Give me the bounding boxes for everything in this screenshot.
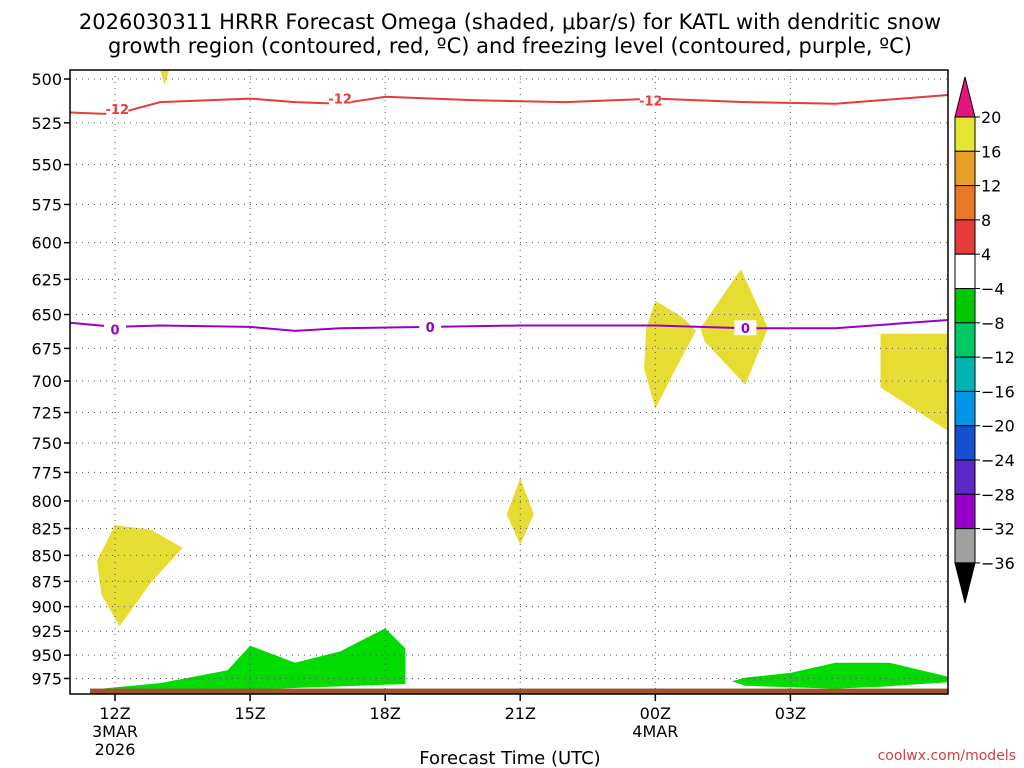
colorbar-label: −12 (981, 348, 1015, 367)
y-tick-label: 675 (31, 339, 62, 358)
x-tick-sublabel: 3MAR (92, 722, 138, 741)
colorbar-label: 20 (981, 108, 1001, 127)
y-tick-label: 725 (31, 404, 62, 423)
x-tick-sublabel: 4MAR (632, 722, 678, 741)
colorbar-label: −4 (981, 280, 1005, 299)
colorbar-label: 12 (981, 177, 1001, 196)
colorbar-label: −32 (981, 520, 1015, 539)
colorbar-label: 16 (981, 142, 1001, 161)
colorbar-label: −24 (981, 451, 1015, 470)
colorbar-swatch (954, 425, 976, 461)
x-tick-label: 12Z (99, 704, 130, 723)
x-tick-label: 03Z (775, 704, 806, 723)
colorbar-swatch (954, 356, 976, 392)
x-tick-label: 15Z (234, 704, 265, 723)
colorbar-swatch (954, 493, 976, 530)
y-tick-label: 650 (31, 306, 62, 325)
y-tick-label: 975 (31, 669, 62, 688)
y-tick-label: 525 (31, 114, 62, 133)
credit-text: coolwx.com/models (878, 748, 1016, 764)
colorbar-label: −20 (981, 417, 1015, 436)
contour-label: 0 (426, 321, 435, 336)
y-tick-label: 825 (31, 520, 62, 539)
contour-label: -12 (328, 93, 352, 108)
contour-label: 0 (741, 322, 750, 337)
y-tick-label: 500 (31, 70, 62, 89)
y-tick-label: 700 (31, 372, 62, 391)
x-tick-sublabel: 2026 (95, 740, 136, 759)
shaded-region-1 (97, 525, 183, 627)
contour-label: -12 (106, 103, 130, 118)
contour-label: 0 (111, 324, 120, 339)
x-axis-label: Forecast Time (UTC) (419, 748, 600, 768)
colorbar-label: −36 (981, 554, 1015, 573)
colorbar-label: 4 (981, 245, 991, 264)
y-tick-label: 625 (31, 270, 62, 289)
shaded-region-0 (160, 70, 170, 85)
x-tick-label: 00Z (640, 704, 671, 723)
colorbar-swatch (954, 116, 976, 152)
y-tick-label: 550 (31, 156, 62, 175)
x-tick-label: 21Z (505, 704, 536, 723)
shaded-region-3 (644, 300, 696, 409)
x-tick-label: 18Z (370, 704, 401, 723)
y-tick-label: 750 (31, 434, 62, 453)
ground-strip (90, 688, 949, 694)
colorbar-bottom-arrow (954, 562, 976, 604)
colorbar-label: −16 (981, 382, 1015, 401)
plot-frame (69, 69, 949, 695)
contour-label-bg (734, 320, 757, 336)
y-tick-label: 575 (31, 195, 62, 214)
colorbar-label: −8 (981, 314, 1005, 333)
contour-line-1 (69, 319, 949, 332)
colorbar-swatch (954, 185, 976, 221)
colorbar-swatch (954, 150, 976, 187)
chart-title-line1: 2026030311 HRRR Forecast Omega (shaded, … (79, 10, 941, 34)
contour-label: -12 (639, 94, 663, 109)
colorbar-swatch (954, 390, 976, 427)
colorbar-top-arrow (954, 76, 976, 118)
colorbar-swatch (954, 288, 976, 324)
y-tick-label: 775 (31, 463, 62, 482)
y-tick-label: 950 (31, 646, 62, 665)
y-tick-label: 875 (31, 572, 62, 591)
colorbar-label: 8 (981, 211, 991, 230)
y-tick-label: 850 (31, 546, 62, 565)
y-tick-label: 925 (31, 622, 62, 641)
contour-label-bg (419, 318, 442, 334)
plot-area: -12 -12 -12 0 0 0 500 525 550 575 600 625 650 675 700 7… (31, 69, 949, 759)
colorbar-swatch (954, 322, 976, 358)
colorbar: 20 16 12 8 4 −4 −8 −12 −16 −20 −24 −28 −32 −36 (954, 76, 1015, 604)
y-tick-label: 900 (31, 598, 62, 617)
y-tick-label: 600 (31, 234, 62, 253)
contour-label-bg (106, 101, 129, 117)
contour-label-bg (329, 90, 352, 106)
shaded-region-7 (731, 662, 948, 689)
chart-title-line2: growth region (contoured, red, ºC) and f… (108, 34, 912, 58)
colorbar-swatch (954, 253, 976, 289)
contour-line-0 (69, 94, 949, 116)
shaded-region-5 (880, 333, 948, 431)
contour-label-bg (104, 321, 127, 337)
shaded-region-6 (101, 628, 406, 690)
contour-label-bg (639, 92, 662, 108)
y-tick-label: 800 (31, 492, 62, 511)
colorbar-swatch (954, 459, 976, 495)
colorbar-swatch (954, 219, 976, 255)
colorbar-label: −28 (981, 485, 1015, 504)
colorbar-swatch (954, 528, 976, 564)
shaded-region-2 (506, 478, 534, 545)
